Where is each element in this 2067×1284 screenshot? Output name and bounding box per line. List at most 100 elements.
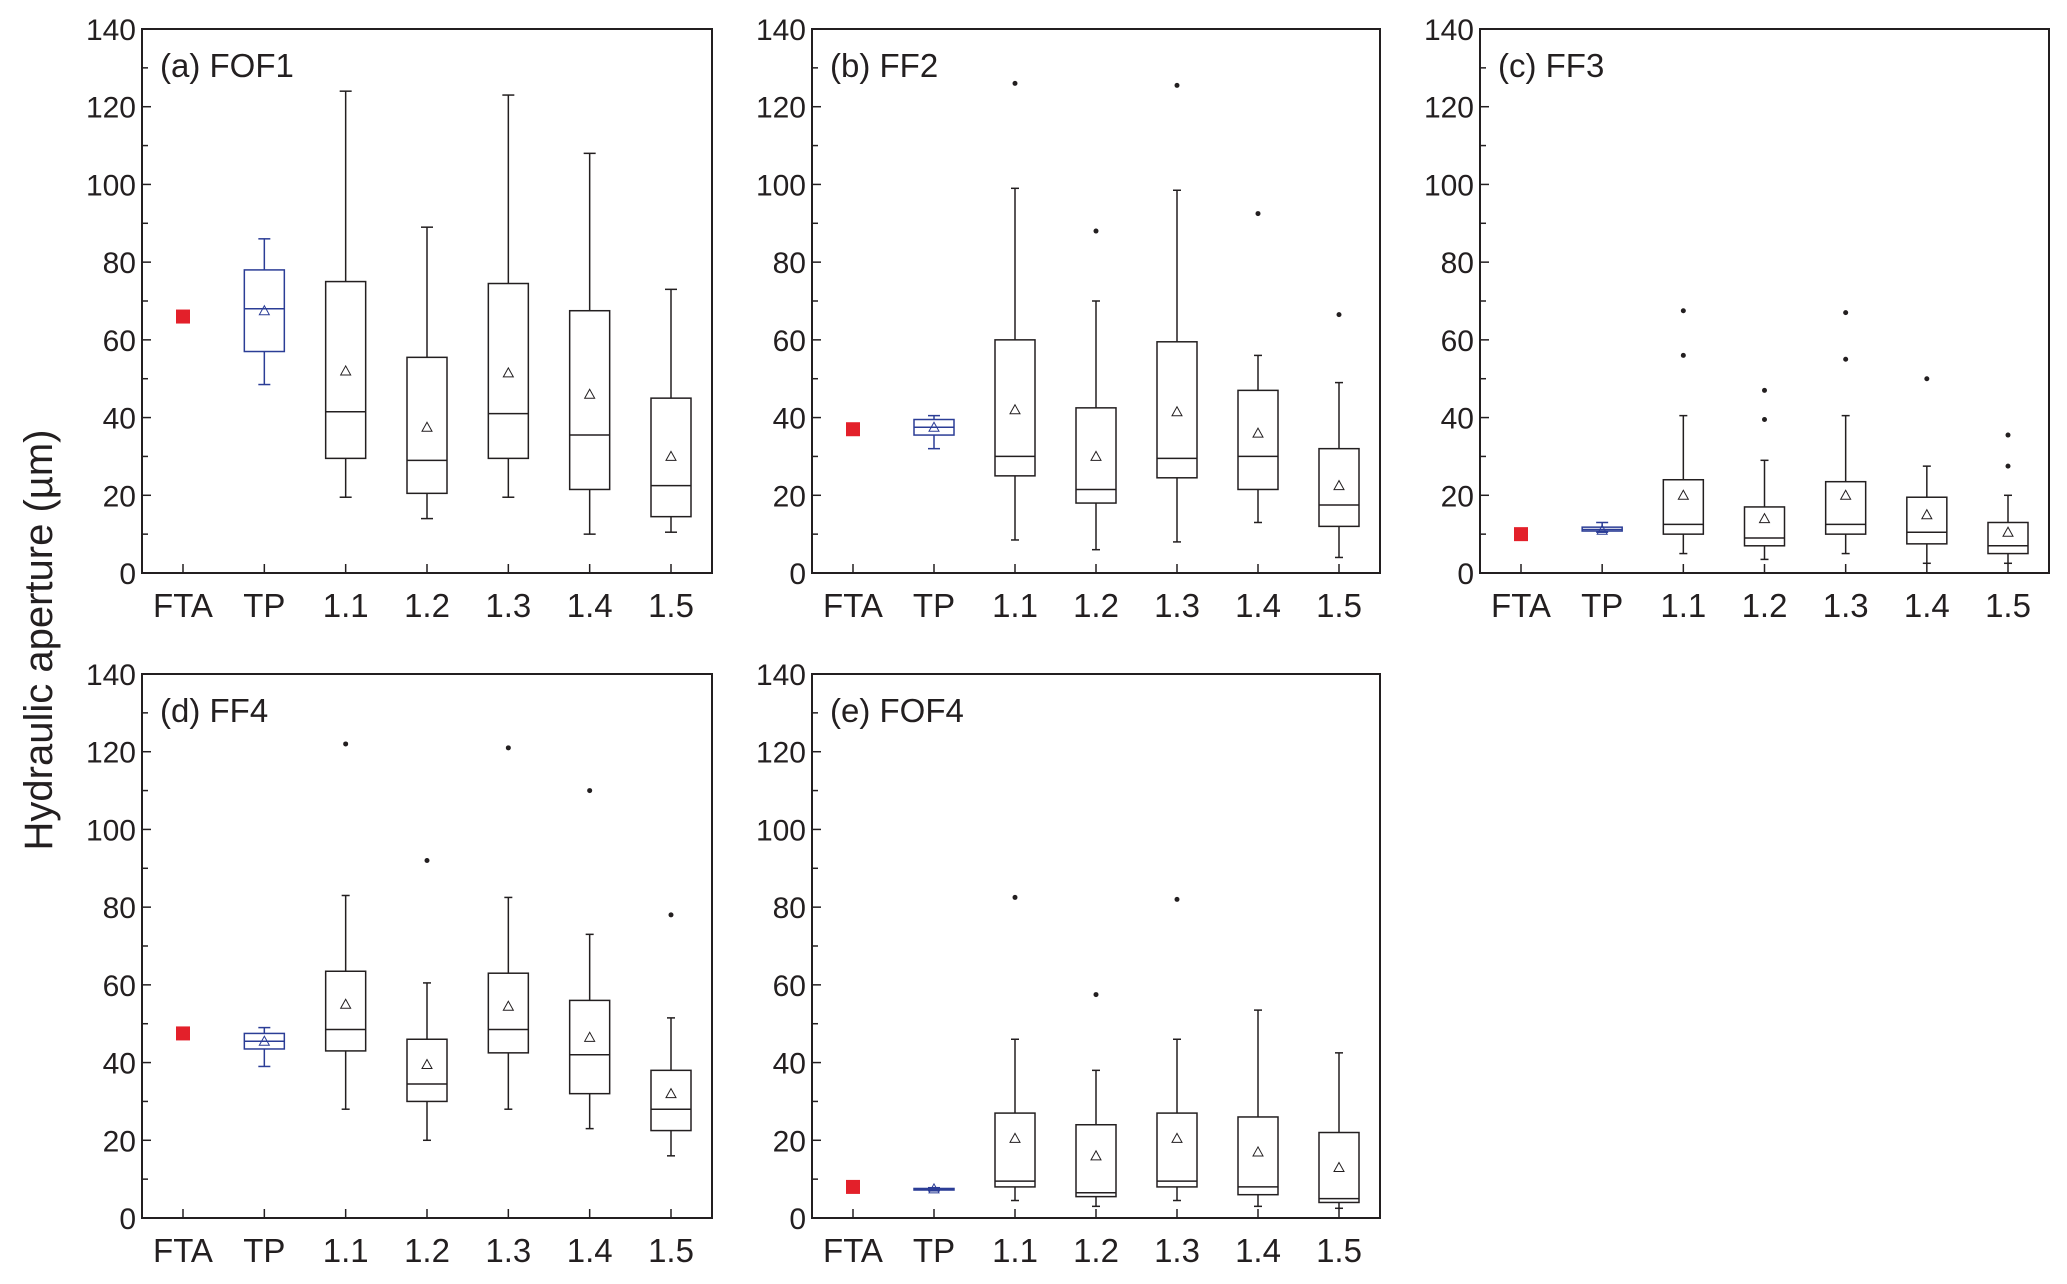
outlier-point: [1174, 896, 1180, 902]
x-tick-label: 1.5: [1316, 1232, 1362, 1269]
outlier-point: [1255, 211, 1261, 217]
y-tick-label: 80: [103, 247, 136, 280]
box-1.1: [994, 894, 1036, 1202]
x-tick-label: 1.1: [992, 587, 1038, 624]
iqr-box: [1156, 341, 1198, 479]
x-tick-label: 1.3: [1154, 587, 1200, 624]
y-tick-label: 40: [773, 403, 806, 436]
iqr-box: [1318, 1131, 1360, 1204]
x-tick-label: 1.3: [1154, 1232, 1200, 1269]
y-tick-label: 20: [1441, 480, 1474, 513]
y-tick-label: 60: [773, 970, 806, 1003]
y-tick-label: 100: [756, 814, 806, 847]
iqr-box: [324, 970, 367, 1052]
mean-marker: [1758, 512, 1771, 524]
mean-marker: [665, 450, 677, 461]
box-1.2: [1075, 992, 1117, 1208]
outlier-point: [1174, 82, 1180, 88]
panel-3: (c) FF3 0 20 40 60 80 100 120 140 FTA TP 1.1 1.2 1.3 1…: [1424, 14, 2050, 624]
outlier-point: [1762, 417, 1767, 423]
iqr-box: [487, 282, 530, 460]
box-1.4: [568, 788, 611, 1130]
mean-marker: [583, 1031, 596, 1042]
box-1.1: [994, 80, 1036, 541]
x-tick-label: TP: [243, 587, 285, 624]
mean-marker: [1920, 508, 1933, 520]
box-TP: [913, 414, 955, 450]
outlier-point: [587, 788, 593, 794]
x-tick-label: 1.2: [404, 1232, 450, 1269]
box-TP: [243, 1026, 286, 1068]
outlier-point: [1843, 356, 1849, 362]
box-1.1: [324, 90, 367, 498]
iqr-box: [1156, 1112, 1198, 1188]
mean-marker: [1252, 1145, 1264, 1157]
mean-marker: [1333, 1161, 1345, 1172]
iqr-box: [1237, 389, 1279, 491]
x-tick-label: FTA: [823, 587, 883, 624]
y-tick-label: 140: [86, 14, 136, 47]
outlier-point: [1093, 228, 1099, 234]
outlier-point: [1093, 992, 1099, 998]
box-1.4: [1237, 211, 1279, 524]
y-tick-label: 80: [103, 892, 136, 925]
box-1.4: [1237, 1009, 1279, 1208]
y-tick-label: 100: [756, 169, 806, 202]
y-tick-label: 100: [86, 814, 136, 847]
outlier-point: [1762, 387, 1767, 393]
x-tick-label: 1.2: [404, 587, 450, 624]
mean-marker: [1090, 1149, 1102, 1161]
iqr-box: [994, 339, 1036, 477]
y-tick-label: 40: [103, 403, 136, 436]
box-TP: [243, 238, 286, 386]
y-tick-label: 80: [773, 892, 806, 925]
y-tick-label: 120: [756, 92, 806, 125]
y-tick-label: 20: [773, 480, 806, 513]
panel-title: (d) FF4: [160, 692, 268, 729]
box-1.5: [1987, 432, 2029, 565]
mean-marker: [502, 1000, 515, 1011]
x-tick-label: 1.4: [567, 587, 613, 624]
panel-title: (b) FF2: [830, 47, 938, 84]
y-tick-label: 140: [1424, 14, 1474, 47]
iqr-box: [650, 1069, 692, 1132]
y-tick-label: 0: [119, 558, 136, 591]
mean-marker: [1090, 450, 1102, 461]
fta-marker: [846, 422, 860, 437]
y-tick-label: 80: [773, 247, 806, 280]
panel-5: (e) FOF4 0 20 40 60 80 100 120 140 FTA TP 1.1 1.2 1.3…: [756, 659, 1381, 1269]
panel-2: (b) FF2 0 20 40 60 80 100 120 140 FTA TP 1.1 1.2 1.3 1…: [756, 14, 1381, 624]
box-1.5: [1318, 312, 1360, 559]
x-tick-label: TP: [913, 1232, 955, 1269]
y-tick-label: 140: [756, 14, 806, 47]
iqr-box: [1662, 478, 1705, 535]
fta-marker: [176, 309, 190, 324]
outlier-point: [1843, 310, 1849, 316]
outlier-point: [2005, 432, 2011, 438]
mean-marker: [421, 421, 433, 432]
box-TP: [913, 1182, 955, 1194]
y-tick-label: 0: [119, 1203, 136, 1236]
y-tick-label: 100: [1424, 169, 1474, 202]
x-tick-label: 1.2: [1742, 587, 1788, 624]
x-tick-label: 1.5: [1985, 587, 2031, 624]
fta-marker: [846, 1179, 860, 1194]
mean-marker: [339, 364, 352, 376]
y-tick-label: 60: [103, 970, 136, 1003]
box-1.2: [1743, 387, 1786, 561]
x-tick-label: FTA: [153, 587, 213, 624]
outlier-point: [505, 745, 511, 751]
outlier-point: [1012, 894, 1018, 900]
mean-marker: [928, 421, 940, 432]
y-tick-label: 120: [86, 92, 136, 125]
outlier-point: [668, 912, 674, 918]
y-tick-label: 0: [789, 558, 806, 591]
outlier-point: [1680, 352, 1686, 358]
mean-marker: [1839, 489, 1852, 500]
box-1.3: [487, 745, 530, 1110]
box-1.2: [406, 858, 448, 1142]
y-tick-label: 140: [86, 659, 136, 692]
iqr-box: [1318, 447, 1360, 528]
box-1.3: [1156, 82, 1198, 543]
iqr-box: [243, 269, 286, 353]
